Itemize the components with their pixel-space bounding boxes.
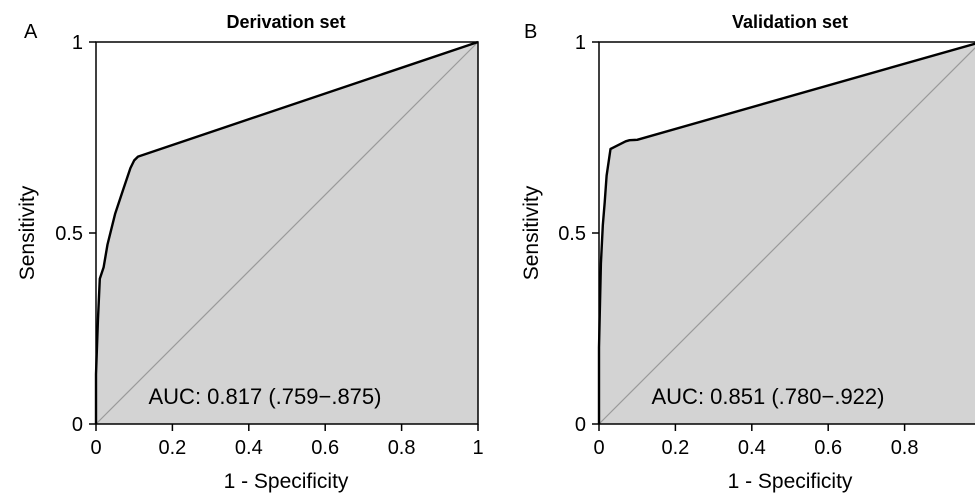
x-tick-label: 0 <box>593 437 604 459</box>
y-tick-label: 0.5 <box>55 223 83 245</box>
auc-area <box>599 43 975 424</box>
x-tick-label: 0.2 <box>158 437 186 459</box>
x-axis-label: 1 - Specificity <box>224 470 349 493</box>
y-axis-label: Sensitivity <box>520 185 543 280</box>
roc-curve <box>597 42 975 424</box>
x-axis-label: 1 - Specificity <box>728 470 853 493</box>
y-tick-label: 1 <box>72 32 83 54</box>
y-axis-label: Sensitivity <box>16 185 39 280</box>
x-tick-label: 0.2 <box>661 437 689 459</box>
reference-diagonal <box>95 41 479 425</box>
auc-annotation: AUC: 0.851 (.780−.922) <box>652 384 885 409</box>
auc-annotation: AUC: 0.817 (.759−.875) <box>149 384 382 409</box>
panel-letter: B <box>524 21 537 43</box>
x-tick-label: 0.6 <box>311 437 339 459</box>
x-tick-label: 0.6 <box>814 437 842 459</box>
panel-title: Validation set <box>732 12 848 32</box>
plot-area: 0 0.2 0.4 0.6 0.8 1 0 0.5 1 <box>55 32 483 459</box>
y-tick-label: 1 <box>575 32 586 54</box>
panel-title: Derivation set <box>226 12 345 32</box>
x-tick-label: 0.4 <box>738 437 766 459</box>
y-tick-label: 0.5 <box>558 223 586 245</box>
x-tick-label: 0 <box>90 437 101 459</box>
x-tick-label: 0.8 <box>388 437 416 459</box>
x-tick-label: 0.4 <box>235 437 263 459</box>
roc-curve <box>94 40 479 424</box>
roc-panel-derivation: A Derivation set 0 0.2 0.4 0.6 0.8 1 0 0.5 1 1 -… <box>16 12 484 493</box>
panel-letter: A <box>24 21 38 43</box>
plot-area: 0 0.2 0.4 0.6 0.8 0 0.5 1 <box>558 32 975 459</box>
roc-panel-validation: B Validation set 0 0.2 0.4 0.6 0.8 0 0.5 1 1 - … <box>520 12 975 493</box>
reference-diagonal <box>598 47 975 425</box>
x-tick-label: 0.8 <box>891 437 919 459</box>
y-tick-label: 0 <box>72 414 83 436</box>
x-tick-label: 1 <box>472 437 483 459</box>
y-tick-label: 0 <box>575 414 586 436</box>
